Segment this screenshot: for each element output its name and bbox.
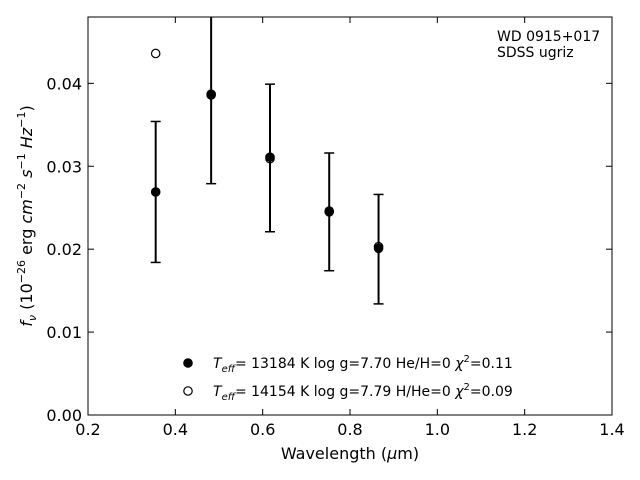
legend-marker-filled [183, 358, 193, 368]
model-point-open [373, 241, 384, 252]
x-tick-label: 1.4 [599, 420, 624, 439]
annotation-object: WD 0915+017 [497, 29, 600, 45]
x-axis-label: Wavelength (μm) [281, 444, 419, 463]
legend-entry-1: Teff= 13184 K log g=7.70 He/H=0 χ2=0.11 [213, 354, 513, 375]
y-tick-label: 0.04 [46, 74, 82, 93]
x-tick-label: 0.6 [250, 420, 275, 439]
legend-marker-open [183, 386, 193, 396]
legend: Teff= 13184 K log g=7.70 He/H=0 χ2=0.11 … [183, 354, 513, 403]
model-point-open [265, 153, 275, 164]
model-point-filled [150, 187, 161, 197]
x-tick-label: 1.0 [425, 420, 450, 439]
axis-ticks: 0.2 0.4 0.6 0.8 1.0 1.2 1.4 0.00 0.01 0.02 0.03 0.0… [46, 17, 625, 439]
x-tick-label: 0.8 [337, 420, 362, 439]
y-tick-label: 0.01 [46, 323, 82, 342]
y-tick-label: 0.03 [46, 157, 82, 176]
y-tick-label: 0.00 [46, 406, 82, 425]
model-point-open [206, 90, 216, 100]
x-tick-label: 1.2 [512, 420, 537, 439]
annotation-survey: SDSS ugriz [497, 45, 574, 61]
y-tick-label: 0.02 [46, 240, 82, 259]
data-points [150, 48, 384, 254]
y-axis-label: fν (10−26 erg cm−2 s−1 Hz−1) [15, 105, 39, 326]
legend-entry-2: Teff= 14154 K log g=7.79 H/He=0 χ2=0.09 [213, 382, 513, 403]
model-point-open [150, 48, 161, 59]
x-tick-label: 0.4 [163, 420, 188, 439]
model-point-open [324, 207, 335, 217]
x-tick-label: 0.2 [75, 420, 100, 439]
